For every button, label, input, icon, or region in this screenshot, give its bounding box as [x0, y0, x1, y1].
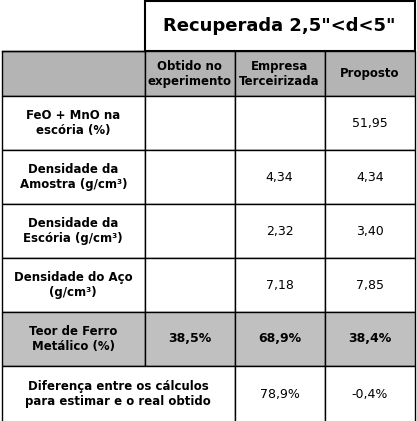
Bar [2, 204, 145, 258]
Bar [234, 150, 324, 204]
Bar [234, 366, 324, 421]
Bar [324, 96, 415, 150]
Text: Densidade da
Escória (g/cm³): Densidade da Escória (g/cm³) [23, 217, 123, 245]
Text: Densidade do Aço
(g/cm³): Densidade do Aço (g/cm³) [14, 271, 133, 299]
Bar [145, 51, 234, 96]
Text: FeO + MnO na
escória (%): FeO + MnO na escória (%) [26, 109, 121, 137]
Text: 68,9%: 68,9% [258, 333, 301, 345]
Bar [2, 258, 145, 312]
Bar [234, 312, 324, 366]
Text: Teor de Ferro
Metálico (%): Teor de Ferro Metálico (%) [29, 325, 118, 353]
Text: 3,40: 3,40 [356, 225, 384, 237]
Bar [324, 258, 415, 312]
Bar [324, 312, 415, 366]
Bar [145, 312, 234, 366]
Text: Empresa
Terceirizada: Empresa Terceirizada [239, 60, 320, 88]
Bar [234, 204, 324, 258]
Bar [2, 96, 145, 150]
Text: Diferença entre os cálculos
para estimar e o real obtido: Diferença entre os cálculos para estimar… [25, 380, 211, 408]
Bar [234, 258, 324, 312]
Text: 7,18: 7,18 [266, 279, 294, 291]
Bar [145, 258, 234, 312]
Bar [145, 204, 234, 258]
Bar [324, 150, 415, 204]
Text: -0,4%: -0,4% [352, 388, 388, 400]
Text: Obtido no
experimento: Obtido no experimento [148, 60, 231, 88]
Text: 7,85: 7,85 [356, 279, 384, 291]
Text: Densidade da
Amostra (g/cm³): Densidade da Amostra (g/cm³) [20, 163, 127, 191]
Bar [2, 1, 145, 51]
Text: 4,34: 4,34 [356, 171, 384, 184]
Bar [2, 150, 145, 204]
Bar [324, 204, 415, 258]
Text: 78,9%: 78,9% [259, 388, 299, 400]
Bar [2, 51, 145, 96]
Text: Proposto: Proposto [340, 67, 399, 80]
Bar [145, 96, 234, 150]
Bar [324, 366, 415, 421]
Text: 51,95: 51,95 [352, 117, 387, 130]
Text: Recuperada 2,5"<d<5": Recuperada 2,5"<d<5" [163, 17, 396, 35]
Bar [324, 51, 415, 96]
Bar [234, 96, 324, 150]
Bar [2, 312, 145, 366]
Text: 38,5%: 38,5% [168, 333, 211, 345]
Bar [145, 150, 234, 204]
Text: 4,34: 4,34 [266, 171, 293, 184]
Bar [145, 1, 415, 51]
Bar [234, 51, 324, 96]
Bar [2, 366, 234, 421]
Text: 2,32: 2,32 [266, 225, 293, 237]
Text: 38,4%: 38,4% [348, 333, 391, 345]
